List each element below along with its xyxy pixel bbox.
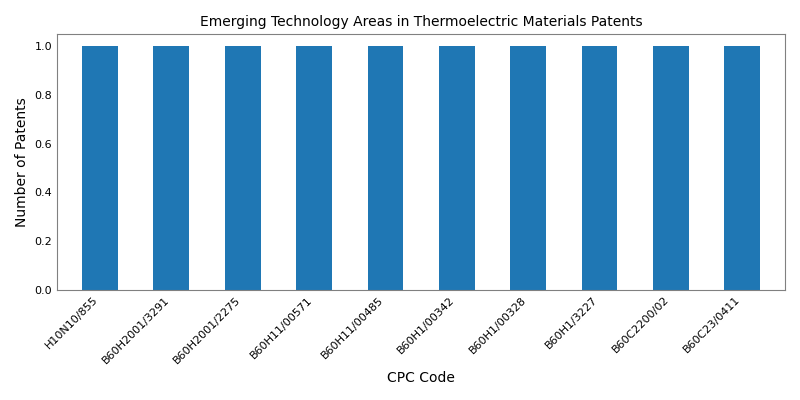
Bar	[439, 46, 474, 290]
Bar	[724, 46, 760, 290]
Bar	[82, 46, 118, 290]
X-axis label: CPC Code: CPC Code	[387, 371, 455, 385]
Bar	[225, 46, 261, 290]
Bar	[582, 46, 618, 290]
Title: Emerging Technology Areas in Thermoelectric Materials Patents: Emerging Technology Areas in Thermoelect…	[200, 15, 642, 29]
Bar	[510, 46, 546, 290]
Bar	[154, 46, 189, 290]
Bar	[296, 46, 332, 290]
Y-axis label: Number of Patents: Number of Patents	[15, 97, 29, 227]
Bar	[653, 46, 689, 290]
Bar	[367, 46, 403, 290]
